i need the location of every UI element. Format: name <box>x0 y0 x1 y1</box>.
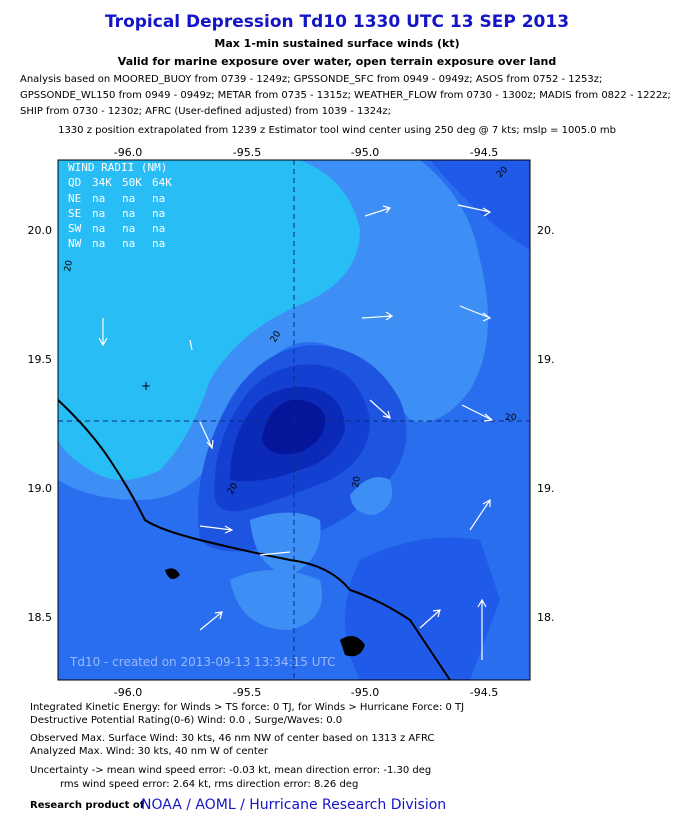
observed-line: Analyzed Max. Wind: 30 kts, 40 nm W of c… <box>30 746 269 757</box>
credit: Research product of <box>30 800 145 811</box>
analysis-line: Analysis based on MOORED_BUOY from 0739 … <box>20 74 602 85</box>
map: + WIND RADII (NM) QD 34K 50K 64K NE na na na SE n… <box>28 146 555 699</box>
contour-fill <box>58 160 360 480</box>
top-tick-label: -96.0 <box>114 146 142 159</box>
contour-fill <box>345 537 500 680</box>
right-tick-label: 20. <box>537 224 555 237</box>
wind-radii-cell: na <box>152 222 165 235</box>
wind-radii-cell: na <box>122 237 135 250</box>
subtitle: Max 1-min sustained surface winds (kt) <box>214 37 459 50</box>
wind-radii-cell: na <box>92 207 105 220</box>
marker: + <box>141 379 151 393</box>
axis-ticks: -96.0 -96.0 -95.5 -95.5 -95.0 -95.0 -94.5 -94.5… <box>28 146 555 699</box>
coastline <box>58 399 451 680</box>
contour-label: 20 <box>63 259 75 272</box>
left-tick-label: 19.0 <box>28 482 53 495</box>
wind-radii-cell: SE <box>68 207 81 220</box>
wind-radii-cell: na <box>92 237 105 250</box>
wind-radii-header: 34K <box>92 176 112 189</box>
wind-radii-header: QD <box>68 176 81 189</box>
uncertainty-line: Uncertainty -> mean wind speed error: -0… <box>30 765 431 776</box>
wind-radii-title: WIND RADII (NM) <box>68 161 167 174</box>
wind-radii-table: QD 34K 50K 64K NE na na na SE na na na SW na na na NW na n… <box>68 176 172 250</box>
observed-line: Observed Max. Surface Wind: 30 kts, 46 n… <box>30 733 434 744</box>
wind-radii-header: 50K <box>122 176 142 189</box>
contour-fill <box>230 570 322 630</box>
wind-radii-cell: na <box>152 192 165 205</box>
contour-fill <box>250 512 321 575</box>
wind-radii-cell: NE <box>68 192 81 205</box>
right-tick-label: 19. <box>537 353 555 366</box>
wind-radii-cell: na <box>122 207 135 220</box>
left-tick-label: 20.0 <box>28 224 53 237</box>
wind-radii-cell: na <box>92 222 105 235</box>
position-note: 1330 z position extrapolated from 1239 z… <box>58 125 616 136</box>
wind-radii-cell: SW <box>68 222 82 235</box>
right-tick-label: 19. <box>537 482 555 495</box>
analysis-line: SHIP from 0730 - 1230z; AFRC (User-defin… <box>20 106 391 117</box>
validity: Valid for marine exposure over water, op… <box>118 55 556 68</box>
org: NOAA / AOML / Hurricane Research Divisio… <box>141 797 446 813</box>
watermark: Td10 - created on 2013-09-13 13:34:15 UT… <box>69 655 336 669</box>
wind-radii-cell: na <box>92 192 105 205</box>
wind-radii-cell: na <box>152 207 165 220</box>
energy-line: Integrated Kinetic Energy: for Winds > T… <box>30 702 464 713</box>
top-tick-label: -95.0 <box>351 146 379 159</box>
bottom-tick-label: -95.5 <box>233 686 261 699</box>
top-tick-label: -95.5 <box>233 146 261 159</box>
bottom-tick-label: -96.0 <box>114 686 142 699</box>
left-tick-label: 18.5 <box>28 611 53 624</box>
wind-radii-header: 64K <box>152 176 172 189</box>
analysis-line: GPSSONDE_WL150 from 0949 - 0949z; METAR … <box>20 90 671 101</box>
title: Tropical Depression Td10 1330 UTC 13 SEP… <box>105 12 569 32</box>
left-tick-label: 19.5 <box>28 353 53 366</box>
uncertainty-line: rms wind speed error: 2.64 kt, rms direc… <box>60 779 358 790</box>
land <box>165 568 365 657</box>
wind-radii-cell: na <box>122 192 135 205</box>
bottom-tick-label: -95.0 <box>351 686 379 699</box>
map-frame <box>57 159 531 681</box>
contour-fill <box>262 399 326 455</box>
wind-radii-cell: na <box>122 222 135 235</box>
energy-line: Destructive Potential Rating(0-6) Wind: … <box>30 715 342 726</box>
contour-fill <box>350 477 393 515</box>
bottom-tick-label: -94.5 <box>470 686 498 699</box>
contour-label: 20 <box>351 475 363 488</box>
wind-radii-cell: NW <box>68 237 82 250</box>
contour-fill <box>430 160 530 250</box>
wind-radii-cell: na <box>152 237 165 250</box>
wind-arrows <box>98 204 494 660</box>
contour-label: 20 <box>505 413 517 423</box>
right-tick-label: 18. <box>537 611 555 624</box>
top-tick-label: -94.5 <box>470 146 498 159</box>
